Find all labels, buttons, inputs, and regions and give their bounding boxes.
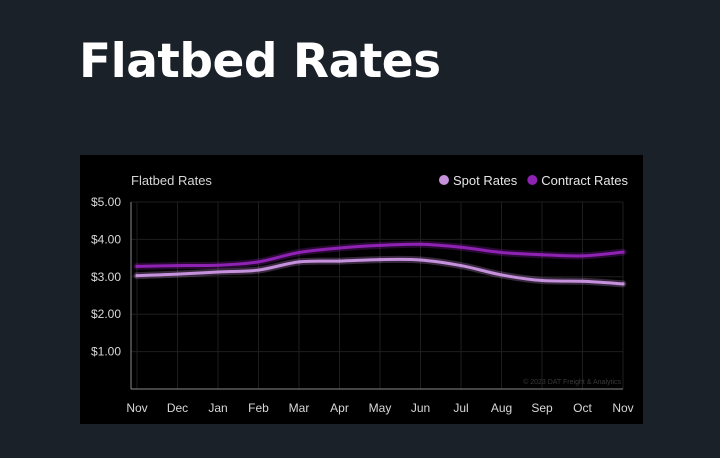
x-tick-label: Apr — [330, 401, 349, 415]
x-tick-label: Aug — [491, 401, 512, 415]
legend-swatch — [527, 175, 538, 185]
series-spot-rates — [133, 255, 627, 288]
data-point — [580, 279, 585, 283]
x-tick-label: May — [369, 401, 392, 415]
data-point — [216, 263, 220, 267]
legend-swatch — [438, 175, 449, 185]
y-tick-label: $2.00 — [91, 307, 121, 321]
page-title: Flatbed Rates — [79, 34, 441, 89]
data-point — [297, 260, 301, 264]
legend-label: Contract Rates — [541, 173, 628, 188]
x-tick-label: Feb — [248, 401, 269, 415]
data-point — [256, 260, 261, 264]
y-tick-label: $3.00 — [91, 270, 121, 284]
data-point — [540, 253, 544, 257]
data-point — [378, 243, 382, 247]
x-tick-label: Nov — [612, 401, 633, 415]
x-tick-label: Sep — [531, 401, 553, 415]
x-tick-label: Jul — [453, 401, 468, 415]
x-tick-label: Oct — [573, 401, 592, 415]
line-chart: Flatbed Rates $1.00 $2.00 $3.00 $4.00 $5.00 N… — [91, 173, 634, 415]
data-point — [418, 258, 423, 262]
x-tick-label: Jun — [411, 401, 430, 415]
chart-card: Flatbed Rates $1.00 $2.00 $3.00 $4.00 $5.00 N… — [80, 155, 643, 424]
data-point — [256, 268, 261, 272]
data-point — [337, 246, 342, 250]
data-point — [459, 263, 463, 268]
y-tick-label: $4.00 — [91, 232, 121, 246]
data-point — [216, 270, 220, 274]
series-contract-rates — [133, 240, 627, 270]
data-point — [135, 274, 139, 278]
grid-lines — [131, 201, 624, 389]
chart-watermark: © 2023 DAT Freight & Analytics — [523, 378, 621, 386]
legend: Contract Rates Spot Rates — [438, 173, 628, 188]
data-point — [459, 245, 463, 249]
data-point — [499, 273, 504, 277]
data-point — [378, 257, 382, 262]
data-point — [175, 272, 180, 276]
y-tick-label: $5.00 — [91, 195, 121, 209]
x-tick-label: Dec — [167, 401, 188, 415]
legend-label: Spot Rates — [453, 173, 518, 188]
series-lines — [133, 240, 627, 288]
x-tick-label: Mar — [289, 401, 310, 415]
data-point — [297, 250, 301, 255]
data-point — [418, 242, 423, 246]
data-point — [621, 282, 625, 286]
axes: $1.00 $2.00 $3.00 $4.00 $5.00 Nov Dec Jan Feb Mar… — [91, 195, 634, 415]
data-point — [499, 250, 504, 255]
data-point — [621, 250, 625, 254]
data-point — [580, 254, 585, 258]
y-tick-label: $1.00 — [91, 345, 121, 359]
data-point — [175, 263, 180, 268]
data-point — [135, 264, 139, 268]
chart-title: Flatbed Rates — [131, 173, 212, 188]
x-tick-label: Nov — [126, 401, 147, 415]
x-tick-label: Jan — [208, 401, 227, 415]
data-point — [540, 278, 544, 283]
data-point — [337, 259, 342, 263]
